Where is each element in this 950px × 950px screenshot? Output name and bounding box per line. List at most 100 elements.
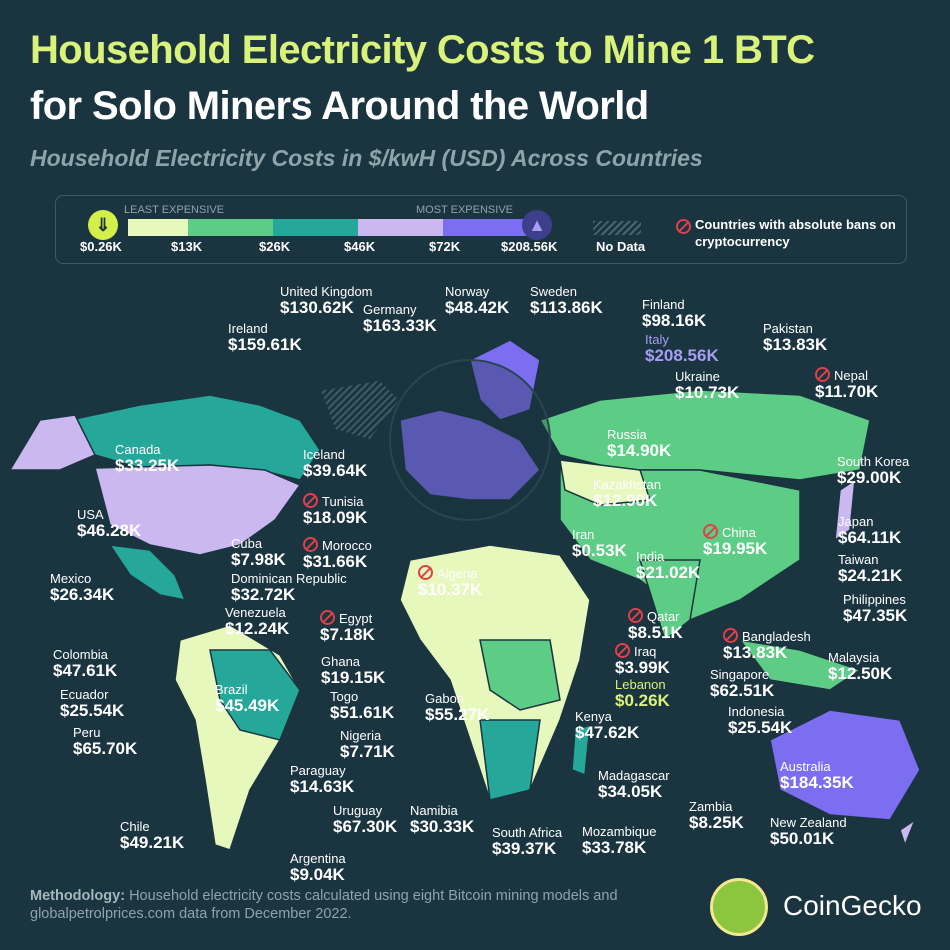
country-label-south-africa: South Africa $39.37K [492, 826, 562, 857]
country-label-peru: Peru $65.70K [73, 726, 137, 757]
country-name: Lebanon [615, 677, 666, 692]
country-label-cuba: Cuba $7.98K [231, 537, 286, 568]
no-data-swatch [593, 221, 641, 235]
country-label-egypt: Egypt $7.18K [320, 610, 375, 643]
country-value: $0.26K [615, 690, 670, 710]
methodology-label: Methodology: [30, 888, 126, 904]
country-value: $64.11K [838, 527, 902, 547]
lighthouse-icon: ▲ [522, 210, 552, 240]
country-value: $12.90K [593, 490, 658, 510]
country-value: $10.73K [675, 382, 740, 402]
country-name: Cuba [231, 536, 263, 551]
country-label-mexico: Mexico $26.34K [50, 572, 114, 603]
country-label-ukraine: Ukraine $10.73K [675, 370, 739, 401]
country-value: $49.21K [120, 832, 185, 852]
legend: LEAST EXPENSIVE MOST EXPENSIVE ⇓ ▲ $0.26… [55, 195, 907, 264]
country-name: Singapore [710, 667, 770, 682]
region-india [638, 559, 701, 642]
ban-icon [703, 524, 718, 539]
country-name: Norway [445, 284, 490, 299]
country-value: $34.05K [598, 781, 663, 801]
legend-swatch-4 [358, 219, 443, 236]
country-name: Pakistan [763, 321, 813, 336]
country-name: Argentina [290, 851, 346, 866]
country-name: South Africa [492, 825, 563, 840]
country-label-china: China $19.95K [703, 524, 767, 557]
region-australia [769, 709, 921, 821]
country-label-argentina: Argentina $9.04K [290, 852, 346, 883]
country-name: Australia [780, 759, 831, 774]
region-brazil [209, 649, 301, 741]
legend-tick: $46K [344, 239, 376, 254]
country-name: Dominican Republic [231, 571, 347, 586]
country-name: Paraguay [290, 763, 346, 778]
country-name: Ireland [228, 321, 268, 336]
country-label-ghana: Ghana $19.15K [321, 655, 385, 686]
ban-icon [676, 219, 691, 234]
title-line-1: Household Electricity Costs to Mine 1 BT… [30, 28, 815, 72]
country-name: USA [77, 507, 104, 522]
country-name: Taiwan [838, 552, 879, 567]
subtitle: Household Electricity Costs in $/kwH (US… [30, 145, 703, 171]
methodology-text: Household electricity costs calculated u… [30, 888, 618, 923]
country-label-malaysia: Malaysia $12.50K [828, 651, 892, 682]
country-name: Germany [363, 302, 417, 317]
country-name: Uruguay [333, 803, 383, 818]
country-name: Philippines [843, 592, 906, 607]
country-name: Ukraine [675, 369, 720, 384]
country-value: $26.34K [50, 584, 115, 604]
region-asia [559, 469, 801, 621]
country-value: $47.35K [843, 605, 908, 625]
country-name: Mexico [50, 571, 92, 586]
country-value: $39.37K [492, 838, 557, 858]
country-name: Iraq [634, 644, 657, 659]
country-name: South Korea [837, 454, 910, 469]
country-label-united-kingdom: United Kingdom $130.62K [280, 285, 373, 316]
country-value: $163.33K [363, 315, 437, 335]
legend-swatch-3 [273, 219, 358, 236]
country-label-south-korea: South Korea $29.00K [837, 455, 909, 486]
world-map [8, 339, 921, 851]
country-value: $11.70K [815, 381, 879, 401]
region-madagascar [571, 723, 591, 777]
region-japan [834, 478, 856, 542]
legend-swatch-2 [188, 219, 273, 236]
country-name: Indonesia [728, 704, 785, 719]
country-value: $184.35K [780, 772, 854, 792]
legend-tick: $26K [259, 239, 291, 254]
ban-icon [303, 493, 318, 508]
country-value: $30.33K [410, 816, 475, 836]
country-value: $47.62K [575, 722, 640, 742]
country-value: $25.54K [60, 700, 125, 720]
country-name: India [636, 549, 665, 564]
country-value: $130.62K [280, 297, 354, 317]
country-value: $32.72K [231, 584, 296, 604]
region-usa [94, 464, 302, 556]
arrow-down-icon: ⇓ [88, 210, 118, 240]
country-value: $33.25K [115, 455, 180, 475]
country-label-venezuela: Venezuela $12.24K [225, 606, 289, 637]
country-label-india: India $21.02K [636, 550, 700, 581]
country-value: $33.78K [582, 837, 647, 857]
country-name: Nigeria [340, 728, 382, 743]
country-label-bangladesh: Bangladesh $13.83K [723, 628, 811, 661]
country-name: United Kingdom [280, 284, 373, 299]
brand-name: CoinGecko [783, 890, 922, 921]
country-value: $24.21K [838, 565, 903, 585]
ban-icon [418, 565, 433, 580]
legend-swatch-1 [128, 219, 188, 236]
country-name: Iceland [303, 447, 345, 462]
country-value: $25.54K [728, 717, 793, 737]
country-value: $39.64K [303, 460, 368, 480]
country-value: $31.66K [303, 551, 368, 571]
country-label-norway: Norway $48.42K [445, 285, 509, 316]
country-name: New Zealand [770, 815, 847, 830]
country-label-lebanon: Lebanon $0.26K [615, 678, 670, 709]
country-label-dominican-republic: Dominican Republic $32.72K [231, 572, 347, 603]
country-name: Ecuador [60, 687, 109, 702]
country-value: $45.49K [215, 695, 280, 715]
country-value: $65.70K [73, 738, 138, 758]
country-label-japan: Japan $64.11K [838, 515, 901, 546]
country-name: Qatar [647, 609, 680, 624]
country-name: Italy [645, 332, 669, 347]
